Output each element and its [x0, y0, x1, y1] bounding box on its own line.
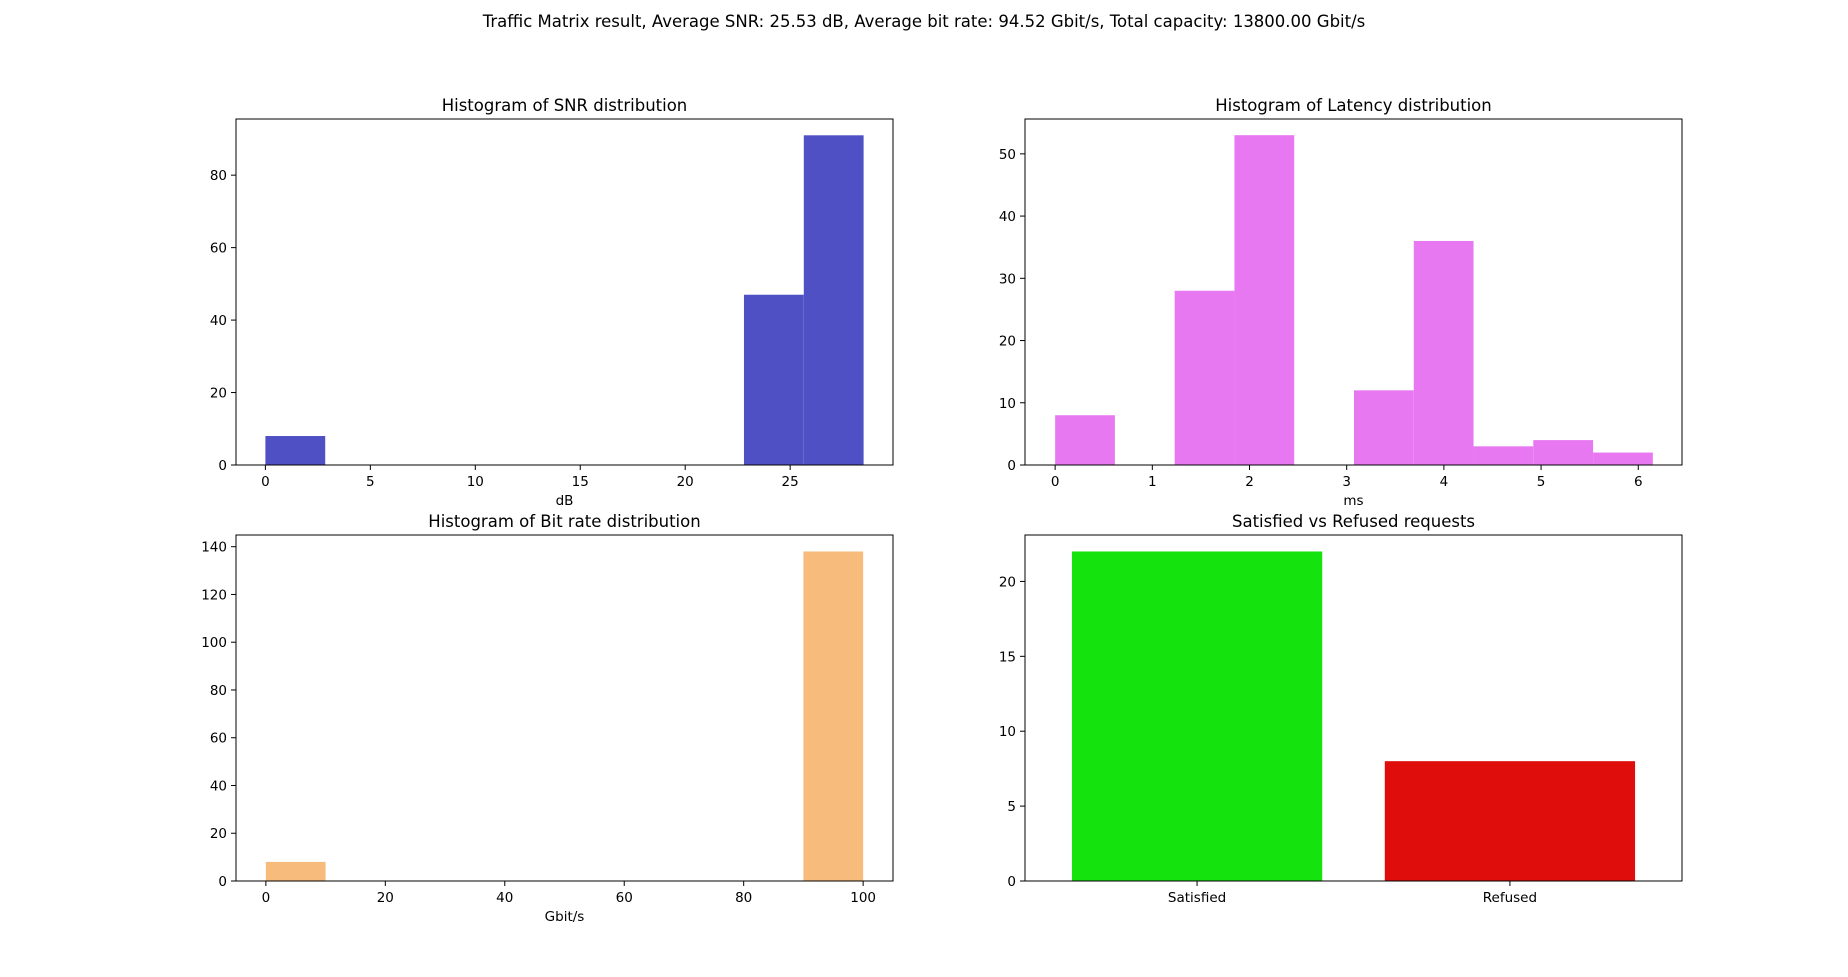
- x-tick-label: 5: [366, 474, 375, 490]
- axes-frame: [235, 534, 894, 882]
- x-axis-label: ms: [1343, 493, 1363, 509]
- x-tick-label: 40: [496, 890, 513, 906]
- chart-snr: 0 20 40 60 80 0 5 10 15 20 25 Histogram of SNR dist…: [210, 96, 894, 509]
- x-tick-label: Refused: [1483, 890, 1537, 906]
- axes-frame: [1024, 534, 1683, 882]
- y-tick-label: 0: [1007, 874, 1016, 890]
- x-tick-label: 0: [1051, 474, 1060, 490]
- y-tick-label: 50: [999, 147, 1016, 163]
- axes-frame: [1024, 118, 1683, 466]
- y-tick-label: 20: [210, 826, 227, 842]
- y-tick-label: 0: [218, 458, 227, 474]
- y-tick-label: 10: [999, 724, 1016, 740]
- y-tick-label: 20: [210, 386, 227, 402]
- y-tick-label: 60: [210, 241, 227, 257]
- x-tick-label: 4: [1440, 474, 1449, 490]
- y-tick-label: 5: [1007, 799, 1016, 815]
- histogram-bar: [1055, 415, 1115, 465]
- x-tick-label: 20: [677, 474, 694, 490]
- histogram-bar: [743, 294, 804, 465]
- y-tick-label: 120: [201, 587, 227, 603]
- x-tick-label: Satisfied: [1168, 890, 1226, 906]
- y-tick-label: 30: [999, 271, 1016, 287]
- y-tick-label: 40: [999, 209, 1016, 225]
- y-tick-label: 80: [210, 168, 227, 184]
- x-tick-label: 80: [735, 890, 752, 906]
- figure-suptitle: Traffic Matrix result, Average SNR: 25.5…: [482, 12, 1366, 31]
- chart-title: Satisfied vs Refused requests: [1232, 512, 1475, 531]
- y-tick-label: 0: [1007, 458, 1016, 474]
- histogram-bar: [1174, 290, 1235, 465]
- chart-title: Histogram of Bit rate distribution: [428, 512, 700, 531]
- x-tick-label: 2: [1245, 474, 1254, 490]
- histogram-bar: [1593, 452, 1653, 465]
- histogram-bar: [803, 551, 864, 881]
- histogram-bar: [1533, 440, 1594, 465]
- x-tick-label: 0: [262, 890, 271, 906]
- histogram-bar: [1413, 240, 1474, 465]
- histogram-bar: [265, 861, 326, 881]
- x-tick-label: 6: [1634, 474, 1643, 490]
- histogram-bar: [1234, 135, 1295, 465]
- x-tick-label: 10: [467, 474, 484, 490]
- histogram-bar: [1473, 446, 1534, 465]
- histogram-bar: [1353, 390, 1414, 465]
- x-tick-label: 60: [616, 890, 633, 906]
- y-tick-label: 10: [999, 396, 1016, 412]
- histogram-bar: [265, 436, 326, 465]
- chart-latency: 0 10 20 30 40 50 0 1 2 3 4 5 6 Histogram of Latency d…: [999, 96, 1683, 509]
- y-tick-label: 40: [210, 313, 227, 329]
- y-tick-label: 20: [999, 574, 1016, 590]
- x-tick-label: 15: [572, 474, 589, 490]
- y-tick-label: 80: [210, 683, 227, 699]
- chart-title: Histogram of SNR distribution: [442, 96, 688, 115]
- y-tick-label: 40: [210, 778, 227, 794]
- chart-title: Histogram of Latency distribution: [1215, 96, 1491, 115]
- x-tick-label: 1: [1148, 474, 1157, 490]
- x-axis-label: Gbit/s: [545, 909, 585, 925]
- x-tick-label: 0: [261, 474, 270, 490]
- y-tick-label: 140: [201, 540, 227, 556]
- x-axis-label: dB: [556, 493, 574, 509]
- y-tick-label: 15: [999, 649, 1016, 665]
- y-tick-label: 100: [201, 635, 227, 651]
- bar-refused: [1384, 761, 1636, 881]
- y-tick-label: 20: [999, 334, 1016, 350]
- y-tick-label: 60: [210, 731, 227, 747]
- x-tick-label: 3: [1342, 474, 1351, 490]
- chart-requests: 0 5 10 15 20 Satisfied Refused Satisfied vs Ref…: [999, 512, 1683, 906]
- chart-bitrate: 0 20 40 60 80 100 120 140 0 20 40 60 80 100 Histogram …: [201, 512, 894, 925]
- x-tick-label: 5: [1537, 474, 1546, 490]
- axes-frame: [235, 118, 894, 466]
- y-tick-label: 0: [218, 874, 227, 890]
- x-tick-label: 20: [377, 890, 394, 906]
- histogram-bar: [803, 135, 864, 466]
- bar-satisfied: [1071, 551, 1323, 881]
- x-tick-label: 100: [850, 890, 876, 906]
- x-tick-label: 25: [782, 474, 799, 490]
